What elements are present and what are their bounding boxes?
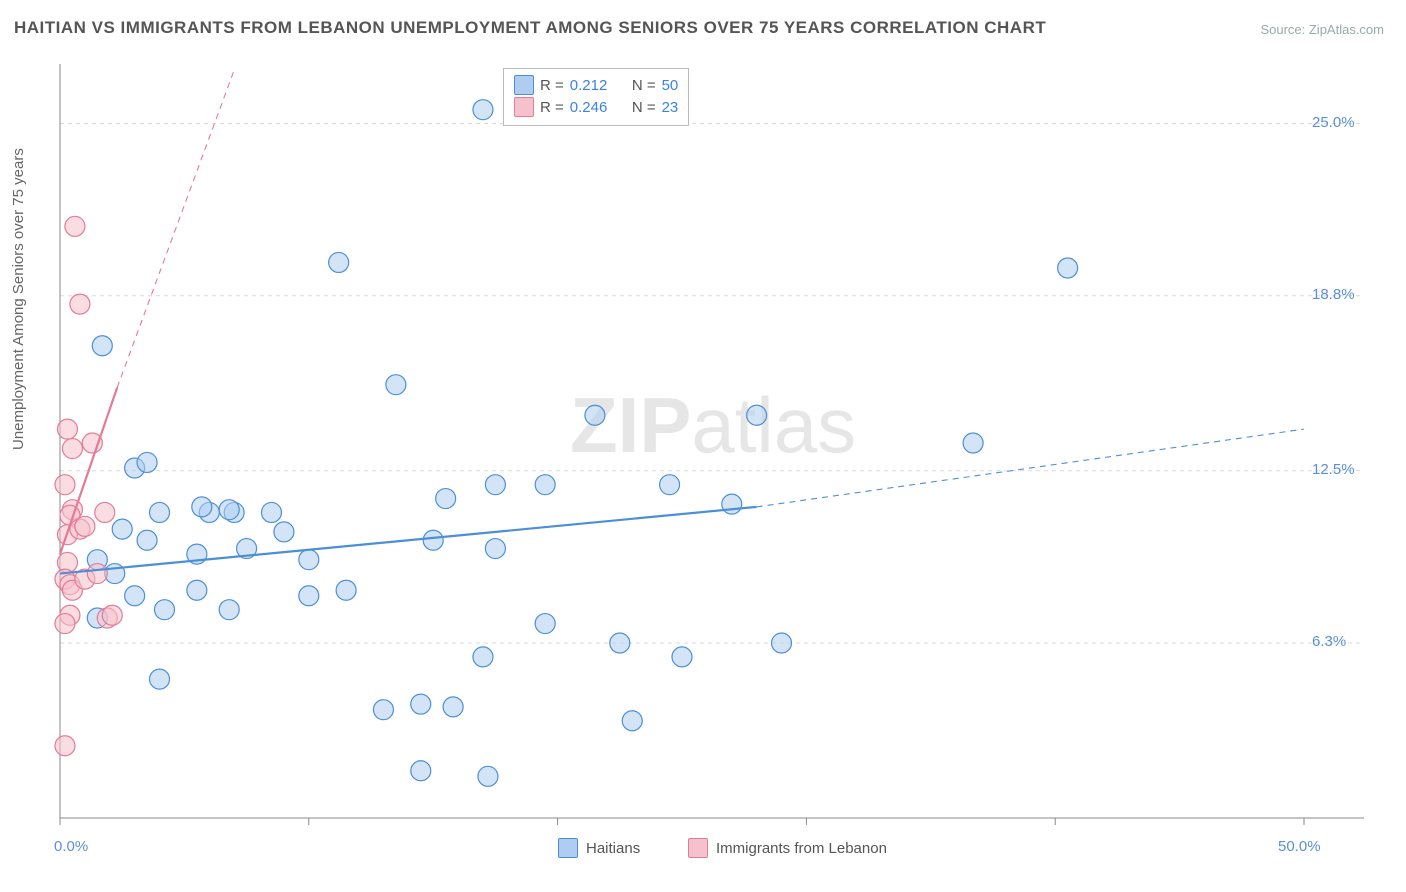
legend-swatch-blue — [558, 838, 578, 858]
legend-lebanon: Immigrants from Lebanon — [688, 838, 887, 858]
stats-swatch — [514, 97, 534, 117]
legend-label-haitians: Haitians — [586, 840, 640, 857]
y-axis-label: Unemployment Among Seniors over 75 years — [10, 148, 27, 450]
stat-r-value: 0.212 — [570, 77, 608, 94]
y-tick-label: 18.8% — [1312, 286, 1355, 303]
stats-row: R = 0.212 N = 50 — [514, 75, 678, 95]
legend-label-lebanon: Immigrants from Lebanon — [716, 840, 887, 857]
legend-swatch-pink — [688, 838, 708, 858]
x-tick-label: 50.0% — [1278, 838, 1321, 855]
y-tick-label: 12.5% — [1312, 461, 1355, 478]
stats-swatch — [514, 75, 534, 95]
stat-n-label: N = — [632, 99, 656, 116]
stat-r-label: R = — [540, 77, 564, 94]
stat-r-label: R = — [540, 99, 564, 116]
scatter-plot — [48, 58, 1378, 828]
stat-n-value: 50 — [662, 77, 679, 94]
correlation-stats-box: R = 0.212 N = 50R = 0.246 N = 23 — [503, 68, 689, 126]
source-prefix: Source: — [1260, 22, 1308, 37]
stats-row: R = 0.246 N = 23 — [514, 97, 678, 117]
stat-n-value: 23 — [662, 99, 679, 116]
stat-r-value: 0.246 — [570, 99, 608, 116]
stat-n-label: N = — [632, 77, 656, 94]
y-tick-label: 25.0% — [1312, 114, 1355, 131]
source-attribution: Source: ZipAtlas.com — [1260, 22, 1384, 37]
x-tick-label: 0.0% — [54, 838, 88, 855]
source-link[interactable]: ZipAtlas.com — [1309, 22, 1384, 37]
legend-haitians: Haitians — [558, 838, 640, 858]
y-tick-label: 6.3% — [1312, 633, 1346, 650]
chart-title: HAITIAN VS IMMIGRANTS FROM LEBANON UNEMP… — [14, 18, 1046, 38]
